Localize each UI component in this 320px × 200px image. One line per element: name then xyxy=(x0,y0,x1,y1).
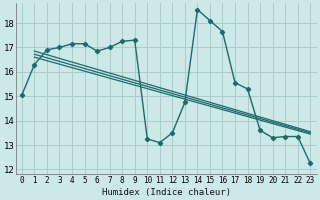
X-axis label: Humidex (Indice chaleur): Humidex (Indice chaleur) xyxy=(101,188,231,197)
